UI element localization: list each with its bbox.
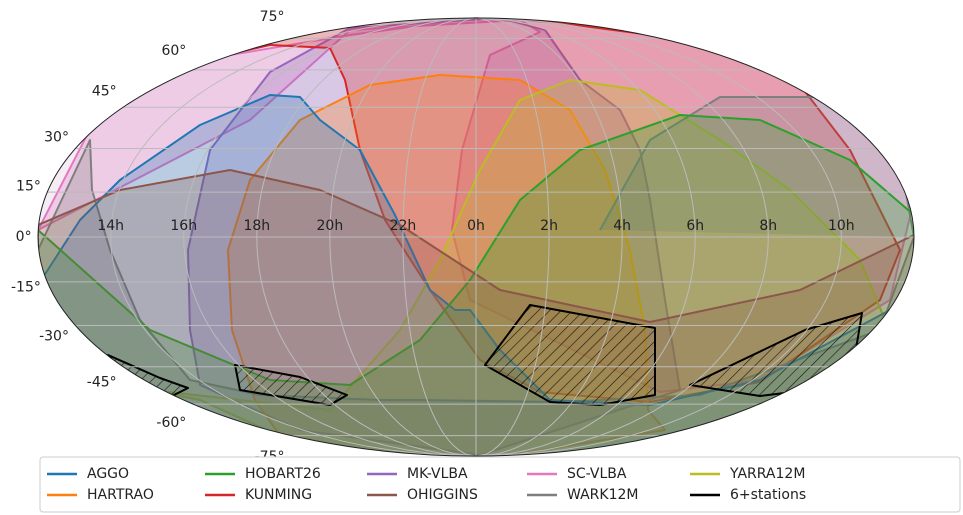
- coverage-region: [234, 364, 348, 406]
- legend-label: SC-VLBA: [567, 466, 627, 482]
- x-tick-label: 10h: [828, 218, 855, 234]
- legend-box: [39, 456, 961, 513]
- legend-label: WARK12M: [567, 487, 638, 503]
- x-tick-label: 6h: [686, 218, 704, 234]
- y-tick-label: -45°: [87, 374, 117, 390]
- tick-labels: -75°-60°-45°-30°-15°0°15°30°45°60°75°14h…: [11, 9, 855, 465]
- grid-line: [110, 17, 477, 457]
- x-tick-label: 16h: [170, 218, 197, 234]
- legend-label: YARRA12M: [729, 466, 805, 482]
- sky-outline: [37, 17, 915, 457]
- y-tick-label: -60°: [156, 415, 186, 431]
- grid-line: [475, 17, 696, 457]
- legend: AGGO HARTRAO HOBART26 KUNMING MK-VLBA OHIGGIN…: [47, 466, 806, 503]
- grid-line: [402, 17, 477, 457]
- grid-line: [475, 17, 769, 457]
- coverage-region: [484, 304, 656, 406]
- x-tick-label: 22h: [390, 218, 417, 234]
- x-tick-label: 20h: [317, 218, 344, 234]
- x-tick-label: 0h: [467, 218, 485, 234]
- legend-label: OHIGGINS: [407, 487, 478, 503]
- y-tick-label: -15°: [11, 280, 41, 296]
- grid-line: [183, 17, 477, 457]
- legend-label: HOBART26: [245, 466, 321, 482]
- legend-label: KUNMING: [245, 487, 312, 503]
- y-tick-label: 0°: [16, 229, 32, 245]
- legend-label: AGGO: [87, 466, 129, 482]
- legend-label: MK-VLBA: [407, 466, 468, 482]
- legend-label: 6+stations: [730, 487, 806, 503]
- y-tick-label: 60°: [161, 43, 186, 59]
- grid-line: [475, 17, 842, 457]
- y-tick-label: -30°: [39, 329, 69, 345]
- y-tick-label: 15°: [16, 178, 41, 194]
- x-tick-label: 2h: [540, 218, 558, 234]
- grid-line: [475, 17, 550, 457]
- legend-label: HARTRAO: [87, 487, 154, 503]
- x-tick-label: 4h: [613, 218, 631, 234]
- y-tick-label: 75°: [260, 9, 285, 25]
- x-tick-label: 8h: [759, 218, 777, 234]
- x-tick-label: 18h: [243, 218, 270, 234]
- y-tick-label: 30°: [44, 129, 69, 145]
- x-tick-label: 14h: [97, 218, 124, 234]
- grid-line: [256, 17, 477, 457]
- y-tick-label: 45°: [92, 84, 117, 100]
- grid-line: [475, 17, 623, 457]
- grid-line: [329, 17, 477, 457]
- grid: [37, 17, 915, 457]
